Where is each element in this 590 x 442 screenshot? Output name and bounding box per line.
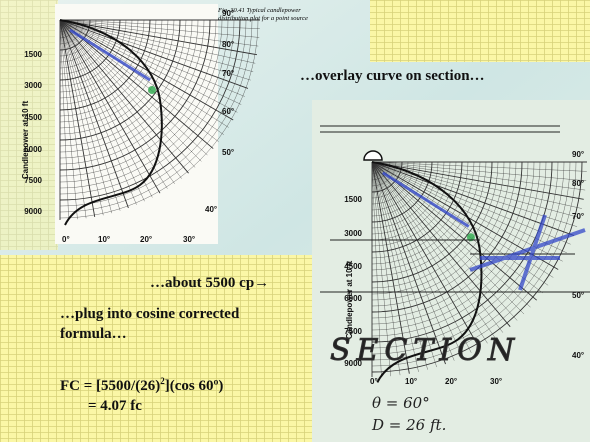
angle-label: 10° <box>405 377 417 386</box>
y-label: 3000 <box>344 229 362 238</box>
angle-label: 70° <box>222 69 234 78</box>
formula-part: FC = [5500/(26) <box>60 378 160 394</box>
y-axis-label: Candlepower at 10 ft <box>345 261 354 340</box>
y-label: 9000 <box>24 207 42 216</box>
note-line: formula… <box>60 326 127 342</box>
angle-label: 10° <box>98 235 110 244</box>
formula-result: = 4.07 fc <box>88 398 142 414</box>
figure-caption: Fig. 30.41 Typical candlepower distribut… <box>217 7 308 22</box>
y-axis-label: Candlepower at 10 ft <box>21 101 30 180</box>
angle-label: 50° <box>222 148 234 157</box>
angle-label: 20° <box>140 235 152 244</box>
handwritten-distance: D = 26 ft. <box>371 416 446 434</box>
angle-label: 0° <box>62 235 70 244</box>
note-line: …plug into cosine corrected <box>60 306 240 322</box>
highlight-area <box>370 0 590 62</box>
note: …overlay curve on section… <box>300 68 485 84</box>
handwritten-angle: θ = 60° <box>372 394 430 412</box>
handwritten-section: SECTION <box>330 333 520 368</box>
angle-label: 40° <box>205 205 217 214</box>
formula-part: ](cos 60º) <box>165 378 224 394</box>
caption-line: Fig. 30.41 Typical candlepower <box>217 7 301 14</box>
angle-label: 40° <box>572 351 584 360</box>
overlay-dot <box>148 86 156 94</box>
formula: FC = [5500/(26)2](cos 60º) <box>60 376 223 394</box>
y-label: 3000 <box>24 81 42 90</box>
y-label: 1500 <box>24 50 42 59</box>
page: {"figure_caption": "Fig. 30.41 Typical c… <box>0 0 590 442</box>
angle-label: 60° <box>222 107 234 116</box>
caption-line: distribution plot for a point source <box>218 15 308 22</box>
angle-label: 0° <box>370 377 378 386</box>
angle-label: 80° <box>222 40 234 49</box>
angle-label: 20° <box>445 377 457 386</box>
note: …about 5500 cp→ <box>150 275 269 291</box>
angle-label: 70° <box>572 212 584 221</box>
angle-label: 30° <box>490 377 502 386</box>
slide: 1500300045006000750090000°10°20°30°90°80… <box>0 0 590 442</box>
y-label: 1500 <box>344 195 362 204</box>
angle-label: 90° <box>572 150 584 159</box>
angle-label: 80° <box>572 179 584 188</box>
angle-label: 30° <box>183 235 195 244</box>
